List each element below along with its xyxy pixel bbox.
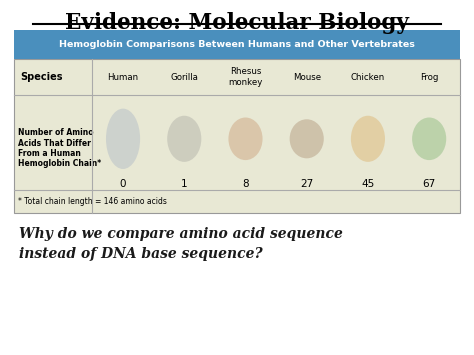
Text: 0: 0 [120,179,126,189]
Text: Why do we compare amino acid sequence
instead of DNA base sequence?: Why do we compare amino acid sequence in… [19,227,343,261]
Text: Rhesus
monkey: Rhesus monkey [228,67,263,87]
Text: 8: 8 [242,179,249,189]
Text: Human: Human [108,72,138,82]
Text: Number of Amino
Acids That Differ
From a Human
Hemoglobin Chain*: Number of Amino Acids That Differ From a… [18,128,100,168]
Text: 1: 1 [181,179,188,189]
Text: * Total chain length = 146 amino acids: * Total chain length = 146 amino acids [18,197,166,206]
Text: 67: 67 [422,179,436,189]
Text: Gorilla: Gorilla [170,72,198,82]
Text: Frog: Frog [420,72,438,82]
Text: Evidence: Molecular Biology: Evidence: Molecular Biology [65,12,409,34]
Text: 27: 27 [300,179,313,189]
Text: Species: Species [20,72,63,82]
Text: Chicken: Chicken [351,72,385,82]
Text: 45: 45 [361,179,374,189]
Text: Mouse: Mouse [292,72,321,82]
Text: Hemoglobin Comparisons Between Humans and Other Vertebrates: Hemoglobin Comparisons Between Humans an… [59,40,415,49]
